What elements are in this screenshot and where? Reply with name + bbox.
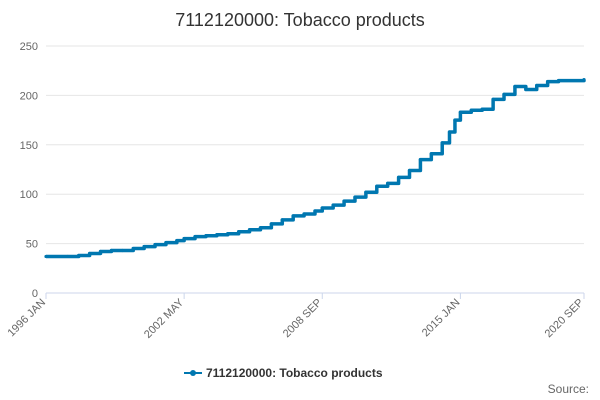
data-point[interactable] bbox=[302, 212, 306, 216]
data-point[interactable] bbox=[386, 181, 390, 185]
data-point[interactable] bbox=[66, 254, 70, 259]
x-tick-label: 2002 MAY bbox=[142, 296, 187, 341]
y-tick-label: 150 bbox=[20, 140, 38, 152]
data-point[interactable] bbox=[44, 254, 48, 259]
y-tick-label: 100 bbox=[20, 189, 38, 201]
data-point[interactable] bbox=[440, 141, 444, 145]
data-point[interactable] bbox=[524, 87, 528, 92]
data-point[interactable] bbox=[582, 77, 586, 82]
data-point[interactable] bbox=[164, 241, 168, 245]
data-point[interactable] bbox=[226, 232, 230, 236]
data-point[interactable] bbox=[453, 118, 457, 122]
data-point[interactable] bbox=[204, 234, 208, 238]
data-point[interactable] bbox=[375, 184, 379, 188]
data-point[interactable] bbox=[247, 228, 252, 232]
series-group bbox=[44, 77, 586, 259]
y-tick-label: 0 bbox=[32, 288, 38, 300]
data-point[interactable] bbox=[407, 168, 412, 173]
data-point[interactable] bbox=[491, 97, 495, 101]
data-point[interactable] bbox=[331, 203, 335, 207]
x-axis-ticks: 1996 JAN 2002 MAY 2008 SEP 2015 JAN 2020 SEP bbox=[5, 293, 586, 341]
series-line bbox=[46, 78, 586, 259]
y-axis-ticks: 0 50 100 150 200 250 bbox=[20, 41, 38, 300]
data-point[interactable] bbox=[397, 175, 401, 180]
data-point[interactable] bbox=[480, 107, 484, 111]
data-point[interactable] bbox=[429, 152, 433, 156]
data-point[interactable] bbox=[513, 84, 517, 89]
x-tick-label: 2008 SEP bbox=[281, 297, 325, 341]
data-point[interactable] bbox=[77, 253, 81, 258]
y-tick-label: 50 bbox=[26, 239, 38, 251]
data-point[interactable] bbox=[193, 235, 197, 239]
data-point[interactable] bbox=[313, 209, 317, 213]
data-point[interactable] bbox=[502, 92, 506, 97]
data-point[interactable] bbox=[88, 251, 92, 256]
data-point[interactable] bbox=[98, 249, 103, 254]
data-point[interactable] bbox=[469, 108, 473, 112]
data-point[interactable] bbox=[153, 242, 157, 247]
source-credit[interactable]: Source: bbox=[548, 382, 589, 396]
data-point[interactable] bbox=[458, 110, 463, 114]
data-point[interactable] bbox=[142, 244, 146, 249]
x-tick-label: 1996 JAN bbox=[5, 297, 48, 340]
data-point[interactable] bbox=[546, 79, 550, 84]
data-point[interactable] bbox=[120, 248, 124, 253]
gridlines bbox=[46, 45, 584, 294]
data-point[interactable] bbox=[342, 199, 346, 203]
data-point[interactable] bbox=[109, 248, 114, 253]
chart-title: 7112120000: Tobacco products bbox=[175, 10, 425, 30]
data-point[interactable] bbox=[364, 190, 368, 194]
data-point[interactable] bbox=[291, 214, 295, 218]
y-tick-label: 200 bbox=[20, 90, 38, 102]
data-point[interactable] bbox=[269, 222, 273, 226]
data-point[interactable] bbox=[131, 246, 135, 251]
data-point[interactable] bbox=[280, 218, 284, 222]
data-point[interactable] bbox=[353, 195, 357, 199]
legend-label: 7112120000: Tobacco products bbox=[206, 366, 383, 380]
data-point[interactable] bbox=[237, 230, 241, 234]
data-point[interactable] bbox=[175, 239, 179, 243]
data-point[interactable] bbox=[556, 78, 561, 83]
legend-marker-swatch bbox=[190, 370, 196, 376]
data-point[interactable] bbox=[258, 226, 263, 230]
data-point[interactable] bbox=[418, 158, 423, 162]
legend[interactable]: 7112120000: Tobacco products bbox=[184, 366, 383, 380]
y-tick-label: 250 bbox=[20, 41, 38, 53]
x-tick-label: 2015 JAN bbox=[420, 297, 463, 340]
x-tick-label: 2020 SEP bbox=[543, 297, 587, 341]
data-point[interactable] bbox=[447, 130, 452, 134]
data-point[interactable] bbox=[182, 237, 186, 241]
data-point[interactable] bbox=[320, 206, 324, 210]
data-point[interactable] bbox=[215, 233, 219, 237]
data-point[interactable] bbox=[535, 83, 539, 88]
